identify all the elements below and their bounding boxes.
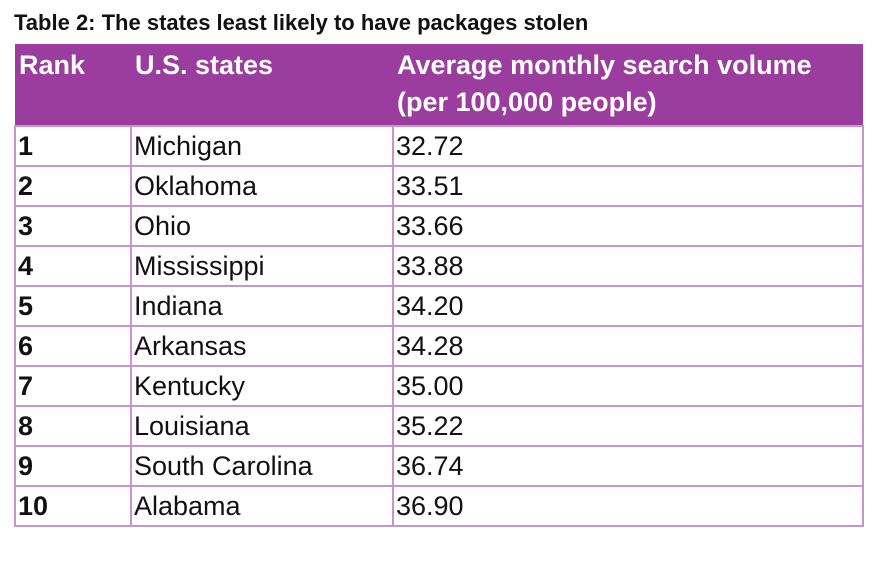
- state-cell: Kentucky: [130, 365, 394, 407]
- column-header: U.S. states: [131, 44, 393, 126]
- table-row: 9 South Carolina 36.74: [14, 445, 864, 487]
- value-cell: 36.90: [392, 485, 864, 527]
- table-row: 8 Louisiana 35.22: [14, 405, 864, 447]
- state-cell: Arkansas: [130, 325, 394, 367]
- column-header: Average monthly search volume (per 100,0…: [393, 44, 863, 126]
- value-cell: 34.20: [392, 285, 864, 327]
- state-cell: Louisiana: [130, 405, 394, 447]
- state-cell: Michigan: [130, 125, 394, 167]
- rank-cell: 5: [14, 285, 132, 327]
- value-cell: 35.22: [392, 405, 864, 447]
- value-cell: 35.00: [392, 365, 864, 407]
- table-row: 5 Indiana 34.20: [14, 285, 864, 327]
- rank-cell: 8: [14, 405, 132, 447]
- table-row: 6 Arkansas 34.28: [14, 325, 864, 367]
- value-cell: 32.72: [392, 125, 864, 167]
- value-cell: 33.88: [392, 245, 864, 287]
- header-row: Rank U.S. states Average monthly search vo…: [15, 44, 863, 126]
- state-cell: Oklahoma: [130, 165, 394, 207]
- rank-cell: 9: [14, 445, 132, 487]
- value-cell: 33.51: [392, 165, 864, 207]
- rank-cell: 1: [14, 125, 132, 167]
- table-row: 2 Oklahoma 33.51: [14, 165, 864, 207]
- table-row: 3 Ohio 33.66: [14, 205, 864, 247]
- column-header: Rank: [15, 44, 131, 126]
- value-cell: 33.66: [392, 205, 864, 247]
- state-cell: Alabama: [130, 485, 394, 527]
- rank-cell: 2: [14, 165, 132, 207]
- data-table: Rank U.S. states Average monthly search vo…: [14, 44, 864, 527]
- rank-cell: 3: [14, 205, 132, 247]
- rank-cell: 6: [14, 325, 132, 367]
- state-cell: Indiana: [130, 285, 394, 327]
- table-row: 1 Michigan 32.72: [14, 125, 864, 167]
- table-title: Table 2: The states least likely to have…: [14, 10, 589, 35]
- table-row: 4 Mississippi 33.88: [14, 245, 864, 287]
- state-cell: South Carolina: [130, 445, 394, 487]
- state-cell: Ohio: [130, 205, 394, 247]
- rank-cell: 4: [14, 245, 132, 287]
- rank-cell: 7: [14, 365, 132, 407]
- value-cell: 34.28: [392, 325, 864, 367]
- state-cell: Mississippi: [130, 245, 394, 287]
- table-row: 10 Alabama 36.90: [14, 485, 864, 527]
- table-body: 1 Michigan 32.72 2 Oklahoma 33.51 3 Ohio 33.66 4 M…: [14, 125, 864, 527]
- value-cell: 36.74: [392, 445, 864, 487]
- table-row: 7 Kentucky 35.00: [14, 365, 864, 407]
- rank-cell: 10: [14, 485, 132, 527]
